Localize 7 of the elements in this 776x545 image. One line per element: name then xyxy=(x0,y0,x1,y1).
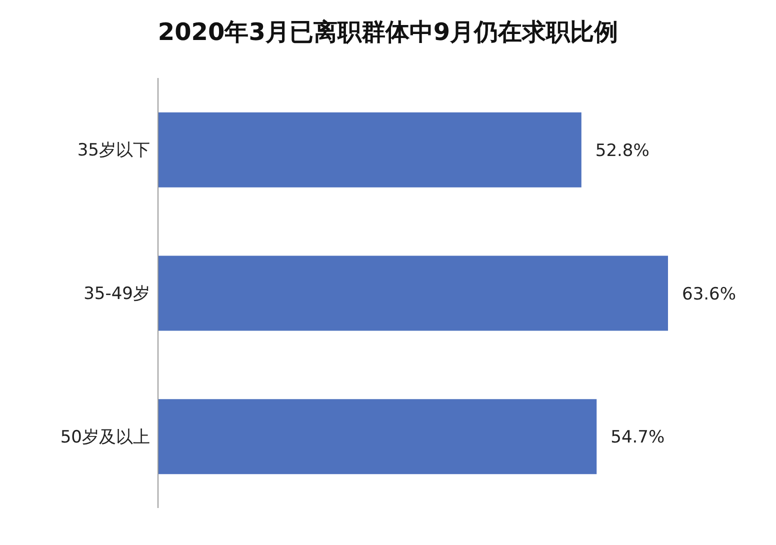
y-tick-label: 35-49岁 xyxy=(84,284,150,304)
data-label: 54.7% xyxy=(610,428,665,448)
data-label: 63.6% xyxy=(682,284,736,304)
chart-title: 2020年3月已离职群体中9月仍在求职比例 xyxy=(156,17,620,48)
y-tick-label: 50岁及以上 xyxy=(60,427,150,448)
data-label: 52.8% xyxy=(595,140,650,161)
y-tick-label: 35岁以下 xyxy=(77,140,150,161)
